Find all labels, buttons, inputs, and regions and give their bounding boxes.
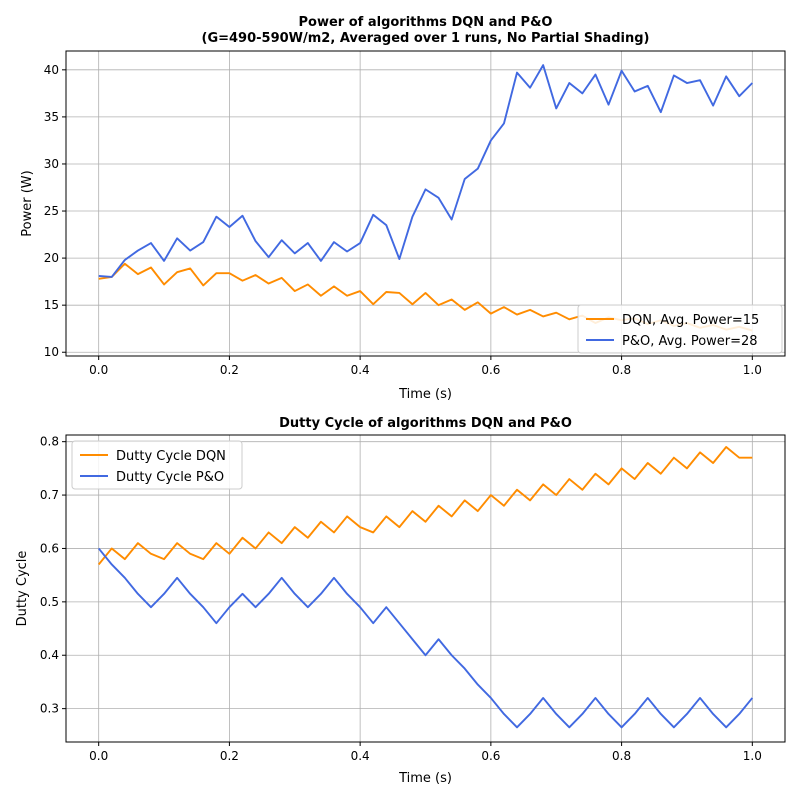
x-tick-label: 0.2 [220,363,239,377]
x-axis-label: Time (s) [398,387,452,402]
x-tick-label: 0.2 [220,749,239,763]
x-tick-label: 0.0 [89,363,108,377]
x-tick-label: 1.0 [743,749,762,763]
plot-frame [65,434,786,743]
series-line-po [98,64,753,278]
legend-box [71,440,243,490]
x-tick-label: 0.4 [351,749,370,763]
y-axis-label: Power (W) [20,170,35,236]
y-tick-label: 10 [44,345,59,359]
y-tick-label: 0.6 [40,541,59,555]
chart-title-line: Dutty Cycle of algorithms DQN and P&O [279,416,572,431]
legend-entry: DQN, Avg. Power=15 [622,313,759,328]
chart-title-line: Power of algorithms DQN and P&O [299,15,553,30]
y-tick-label: 30 [44,157,59,171]
x-tick-label: 0.6 [481,749,500,763]
x-tick-label: 0.0 [89,749,108,763]
y-tick-label: 40 [44,63,59,77]
y-tick-label: 25 [44,204,59,218]
plot-frame [65,50,786,357]
legend-entry: P&O, Avg. Power=28 [622,334,758,349]
series-line-dqn [97,446,753,566]
power-chart: Power of algorithms DQN and P&O(G=490-59… [20,15,786,402]
duty-cycle-chart: Dutty Cycle of algorithms DQN and P&O 0.0… [15,416,786,786]
y-tick-label: 0.4 [40,648,59,662]
x-tick-label: 0.8 [612,363,631,377]
legend: DQN, Avg. Power=15 P&O, Avg. Power=28 [577,304,783,354]
legend-entry: Dutty Cycle P&O [116,470,224,485]
y-tick-label: 0.5 [40,595,59,609]
y-tick-label: 0.8 [40,435,59,449]
x-tick-label: 0.4 [351,363,370,377]
y-tick-label: 35 [44,110,59,124]
legend: Dutty Cycle DQN Dutty Cycle P&O [71,440,243,490]
y-tick-label: 0.7 [40,488,59,502]
y-tick-label: 20 [44,251,59,265]
y-axis-label: Dutty Cycle [15,551,30,627]
legend-box [577,304,783,354]
x-tick-label: 0.8 [612,749,631,763]
legend-entry: Dutty Cycle DQN [116,449,226,464]
chart-title-line: (G=490-590W/m2, Averaged over 1 runs, No… [202,31,650,46]
series-line-po [97,547,754,729]
x-tick-label: 0.6 [481,363,500,377]
y-tick-label: 0.3 [40,702,59,716]
x-tick-label: 1.0 [743,363,762,377]
y-tick-label: 15 [44,298,59,312]
x-axis-label: Time (s) [398,771,452,786]
